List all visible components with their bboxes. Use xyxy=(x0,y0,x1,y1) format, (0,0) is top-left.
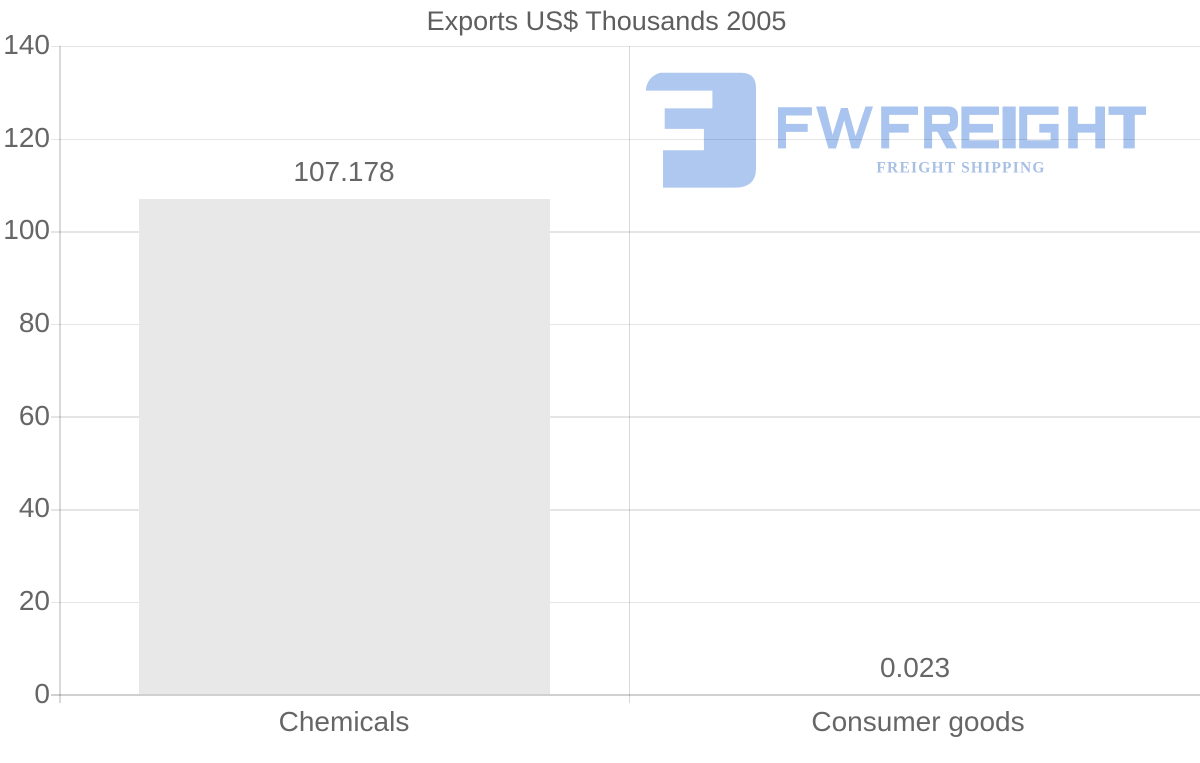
svg-text:FREIGHT SHIPPING: FREIGHT SHIPPING xyxy=(876,160,1045,177)
